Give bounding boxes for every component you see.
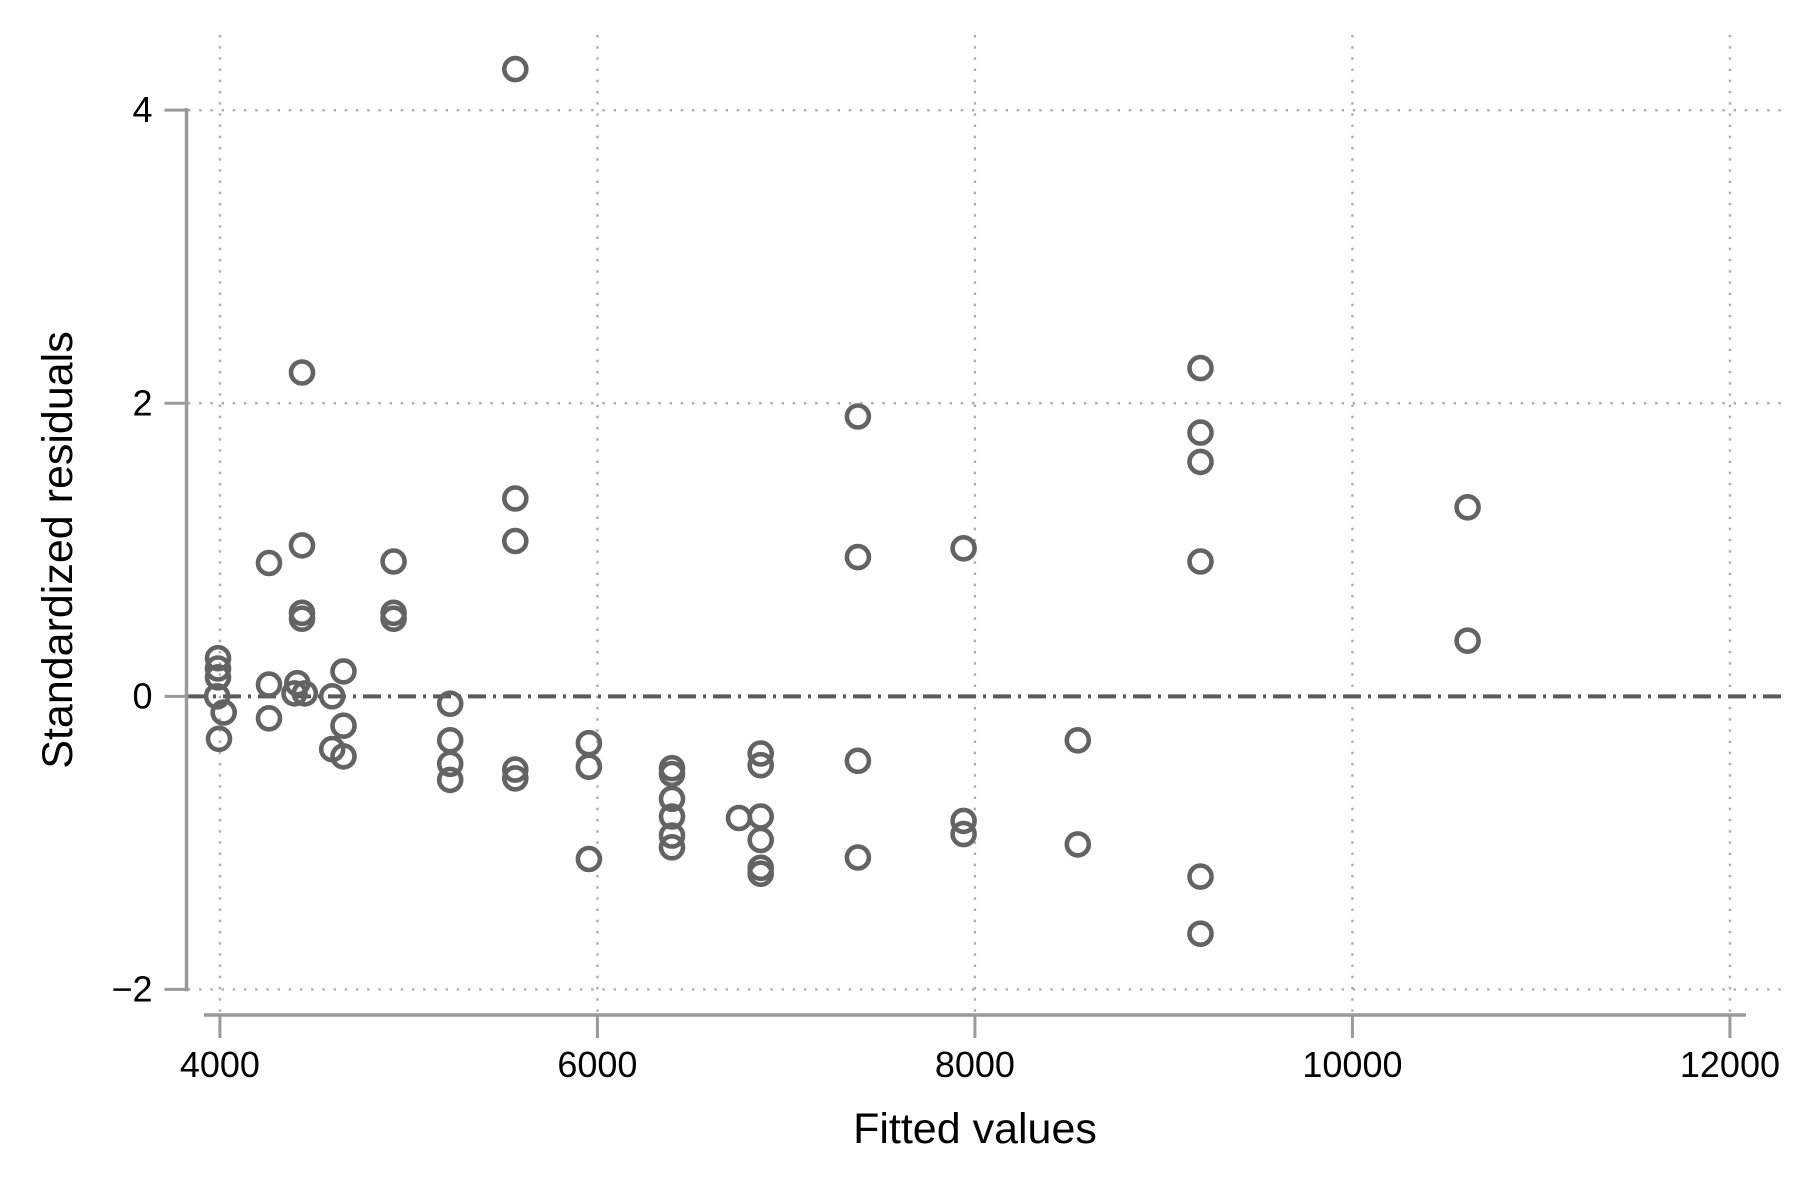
data-point bbox=[380, 548, 407, 575]
data-point bbox=[204, 655, 232, 682]
data-point bbox=[330, 712, 357, 740]
data-point bbox=[501, 527, 529, 555]
data-point bbox=[204, 644, 232, 672]
data-point bbox=[658, 803, 686, 830]
data-point bbox=[1187, 863, 1214, 890]
data-point bbox=[255, 704, 283, 732]
data-point bbox=[436, 750, 464, 778]
horizontal-gridlines bbox=[188, 108, 1786, 991]
y-tick-label: 0 bbox=[132, 675, 152, 716]
data-point bbox=[950, 534, 977, 562]
x-tick-label: 12000 bbox=[1680, 1044, 1780, 1085]
data-point bbox=[658, 822, 686, 849]
axis-lines bbox=[184, 108, 1746, 1017]
x-tick-label: 8000 bbox=[935, 1044, 1015, 1085]
data-point bbox=[844, 403, 872, 430]
data-point bbox=[658, 760, 686, 788]
data-point bbox=[1187, 448, 1214, 476]
y-tick-label: 4 bbox=[132, 89, 152, 130]
data-point bbox=[204, 663, 232, 691]
y-tick-label: −2 bbox=[111, 968, 152, 1009]
data-point bbox=[203, 682, 231, 710]
data-point bbox=[658, 785, 686, 813]
data-point bbox=[575, 753, 603, 781]
data-point bbox=[1187, 354, 1214, 382]
data-point bbox=[747, 860, 775, 888]
data-point bbox=[1454, 627, 1481, 655]
data-point bbox=[288, 359, 316, 386]
data-point bbox=[1187, 920, 1214, 948]
data-point bbox=[255, 671, 283, 698]
data-point bbox=[318, 682, 346, 710]
data-point bbox=[288, 605, 316, 633]
data-point bbox=[747, 803, 775, 830]
data-point bbox=[575, 729, 603, 757]
data-point bbox=[1187, 419, 1214, 446]
data-point bbox=[725, 804, 753, 832]
x-axis-title: Fitted values bbox=[853, 1105, 1097, 1153]
data-point bbox=[501, 765, 529, 792]
data-point bbox=[747, 826, 775, 854]
data-point bbox=[658, 833, 686, 861]
y-axis-title: Standardized residuals bbox=[34, 331, 82, 768]
data-point bbox=[844, 543, 872, 571]
x-tick-label: 4000 bbox=[180, 1044, 260, 1085]
data-point bbox=[281, 680, 308, 707]
y-tick-label: 2 bbox=[132, 382, 152, 423]
data-point bbox=[501, 485, 529, 512]
data-point bbox=[330, 743, 357, 770]
x-tick-label: 6000 bbox=[557, 1044, 637, 1085]
data-point bbox=[380, 605, 407, 633]
data-point bbox=[1064, 726, 1092, 754]
data-point bbox=[747, 751, 775, 779]
x-tick-labels: 4000 6000 8000 10000 12000 bbox=[180, 1044, 1780, 1085]
data-point bbox=[436, 690, 464, 718]
data-point bbox=[1454, 493, 1481, 521]
data-point bbox=[501, 55, 529, 83]
data-point bbox=[950, 820, 977, 848]
data-point bbox=[330, 658, 357, 685]
data-point bbox=[436, 766, 464, 794]
data-point bbox=[291, 680, 319, 707]
data-point bbox=[205, 725, 233, 753]
data-point bbox=[950, 807, 977, 835]
data-points bbox=[203, 55, 1481, 948]
vertical-gridlines bbox=[218, 35, 1732, 1012]
x-tick-label: 10000 bbox=[1302, 1044, 1402, 1085]
y-tick-labels: −2 0 2 4 bbox=[111, 89, 152, 1009]
data-point bbox=[436, 726, 464, 754]
data-point bbox=[210, 699, 237, 726]
data-point bbox=[747, 740, 775, 767]
data-point bbox=[575, 845, 603, 873]
data-point bbox=[255, 549, 283, 577]
data-point bbox=[844, 844, 872, 871]
data-point bbox=[501, 756, 529, 783]
data-point bbox=[1064, 831, 1092, 858]
data-point bbox=[844, 747, 872, 775]
tick-marks bbox=[164, 108, 1732, 1038]
data-point bbox=[1187, 548, 1214, 575]
data-point bbox=[288, 532, 316, 559]
